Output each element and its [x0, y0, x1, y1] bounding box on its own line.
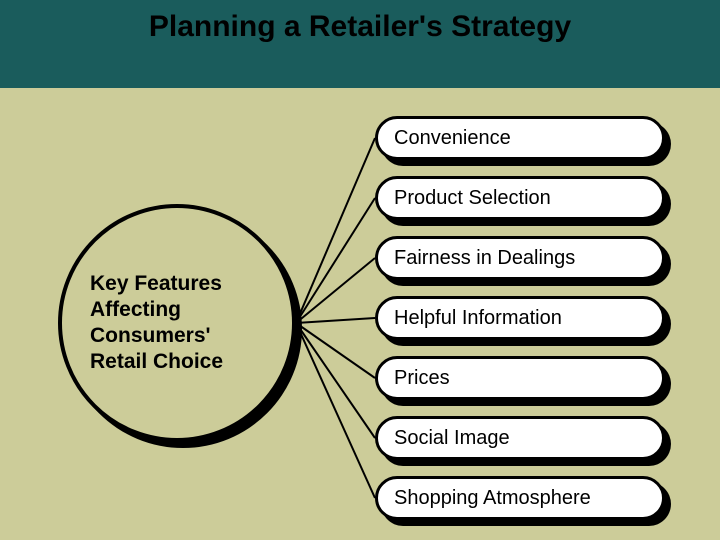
page-title: Planning a Retailer's Strategy [0, 0, 720, 44]
feature-label: Prices [394, 367, 450, 390]
feature-item-social-image: Social Image [375, 416, 665, 460]
feature-item-shopping-atmosphere: Shopping Atmosphere [375, 476, 665, 520]
connector-line [296, 323, 375, 378]
feature-item-fairness: Fairness in Dealings [375, 236, 665, 280]
connector-line [296, 258, 375, 323]
feature-item-prices: Prices [375, 356, 665, 400]
connector-line [296, 323, 375, 498]
hub-label: Key Features Affecting Consumers' Retail… [90, 271, 264, 376]
connector-line [296, 138, 375, 323]
connector-line [296, 318, 375, 323]
feature-label: Shopping Atmosphere [394, 487, 591, 510]
connector-line [296, 323, 375, 438]
hub-circle: Key Features Affecting Consumers' Retail… [58, 204, 296, 442]
feature-item-convenience: Convenience [375, 116, 665, 160]
feature-item-helpful-info: Helpful Information [375, 296, 665, 340]
feature-label: Convenience [394, 127, 511, 150]
feature-label: Social Image [394, 427, 510, 450]
connector-line [296, 198, 375, 323]
feature-item-product-selection: Product Selection [375, 176, 665, 220]
feature-label: Helpful Information [394, 307, 562, 330]
feature-label: Product Selection [394, 187, 551, 210]
feature-label: Fairness in Dealings [394, 247, 575, 270]
